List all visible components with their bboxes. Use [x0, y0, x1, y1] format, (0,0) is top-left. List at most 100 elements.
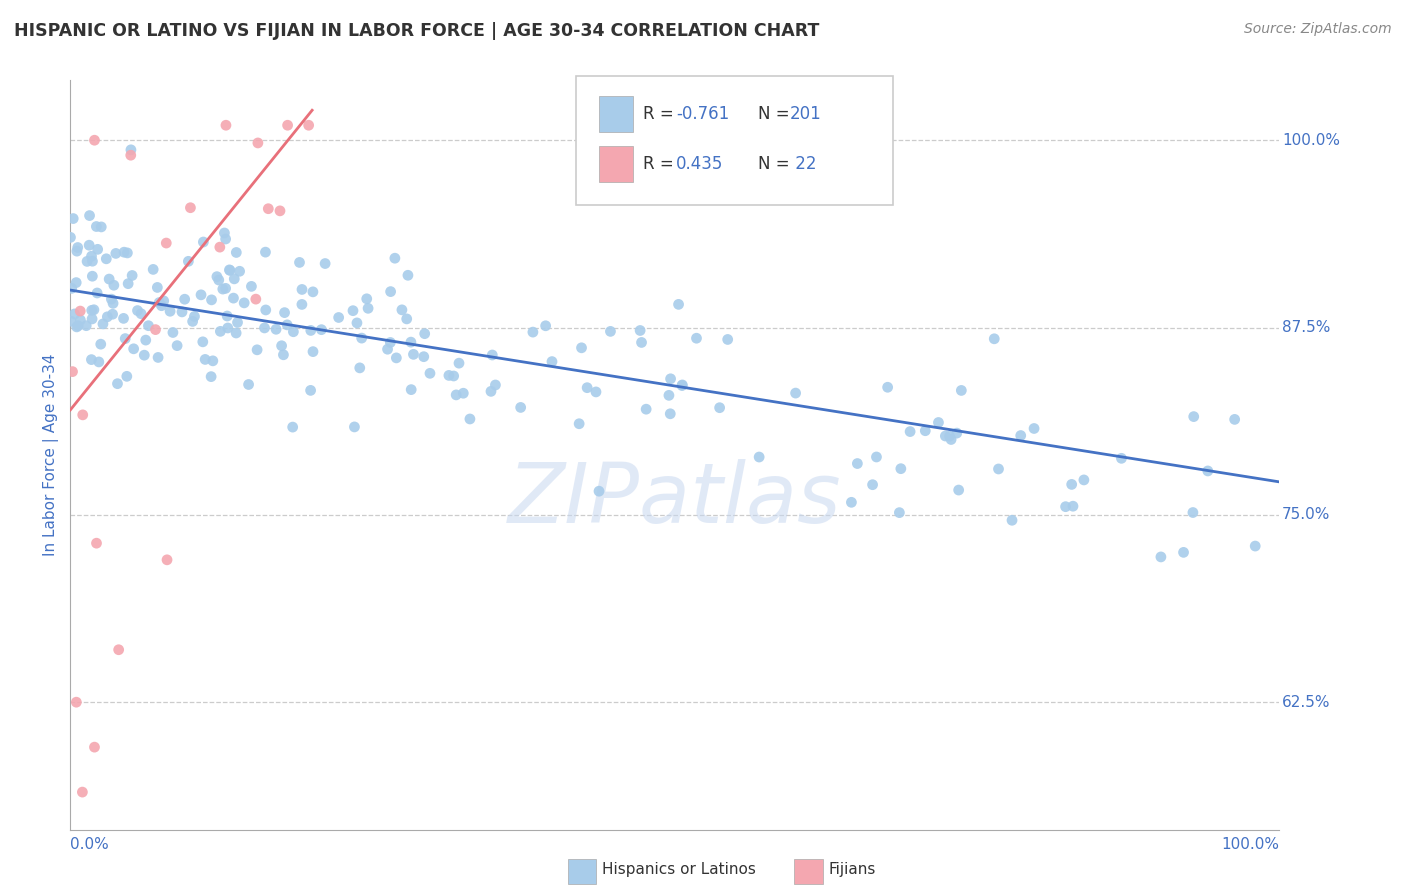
Point: [1244, 539, 1267, 553]
Point: [107, 642, 129, 657]
Point: [83, 133, 105, 147]
Point: [1054, 500, 1077, 514]
Point: [571, 341, 593, 355]
Point: [636, 402, 658, 417]
Point: [534, 318, 557, 333]
Point: [668, 297, 690, 311]
Point: [190, 288, 212, 302]
Point: [785, 386, 807, 401]
Point: [253, 321, 276, 335]
Point: [60, 281, 83, 295]
Point: [419, 367, 441, 381]
Point: [269, 203, 291, 218]
Point: [479, 384, 502, 399]
Point: [484, 378, 506, 392]
Point: [939, 433, 962, 447]
Point: [59, 314, 82, 328]
Point: [298, 118, 321, 132]
Point: [225, 326, 247, 340]
Point: [399, 335, 422, 350]
Text: 22: 22: [790, 155, 817, 173]
Point: [200, 293, 222, 307]
Point: [356, 292, 378, 306]
Point: [350, 331, 373, 345]
Y-axis label: In Labor Force | Age 30-34: In Labor Force | Age 30-34: [44, 353, 59, 557]
Point: [246, 343, 269, 357]
Point: [283, 325, 305, 339]
Point: [671, 378, 693, 392]
Point: [1150, 549, 1173, 564]
Point: [273, 305, 295, 319]
Text: 0.0%: 0.0%: [70, 837, 110, 852]
Point: [80, 303, 103, 318]
Point: [79, 209, 101, 223]
Point: [948, 483, 970, 497]
Point: [402, 347, 425, 361]
Text: HISPANIC OR LATINO VS FIJIAN IN LABOR FORCE | AGE 30-34 CORRELATION CHART: HISPANIC OR LATINO VS FIJIAN IN LABOR FO…: [14, 22, 820, 40]
Point: [146, 351, 169, 365]
Point: [86, 285, 108, 300]
Point: [62, 365, 84, 379]
Point: [658, 388, 681, 402]
Point: [65, 695, 87, 709]
Point: [205, 269, 228, 284]
Point: [270, 339, 292, 353]
Point: [233, 296, 256, 310]
Point: [630, 335, 652, 350]
Point: [1173, 545, 1195, 559]
Point: [121, 268, 143, 283]
Text: 201: 201: [790, 105, 823, 123]
Point: [100, 292, 122, 306]
Point: [96, 252, 118, 266]
Point: [599, 325, 621, 339]
Point: [264, 322, 287, 336]
Point: [245, 292, 267, 306]
Point: [444, 388, 467, 402]
Point: [299, 384, 322, 398]
Point: [215, 118, 238, 132]
Point: [413, 326, 436, 341]
Point: [80, 312, 103, 326]
Point: [135, 333, 157, 347]
Point: [217, 321, 239, 335]
Point: [357, 301, 380, 316]
Point: [127, 303, 149, 318]
Point: [1022, 421, 1045, 435]
Point: [145, 323, 167, 337]
Point: [437, 368, 460, 383]
Point: [173, 292, 195, 306]
Text: 100.0%: 100.0%: [1222, 837, 1279, 852]
Point: [226, 315, 249, 329]
Text: N =: N =: [758, 155, 794, 173]
Point: [927, 416, 949, 430]
Point: [208, 273, 231, 287]
Point: [314, 256, 336, 270]
Point: [120, 148, 142, 162]
Point: [291, 297, 314, 311]
Point: [76, 254, 98, 268]
Point: [86, 243, 108, 257]
Point: [934, 429, 956, 443]
Point: [194, 352, 217, 367]
Point: [412, 350, 434, 364]
Point: [80, 352, 103, 367]
Text: ZIPatlas: ZIPatlas: [508, 459, 842, 541]
Point: [98, 272, 121, 286]
Text: N =: N =: [758, 105, 794, 123]
Point: [200, 369, 222, 384]
Point: [288, 255, 311, 269]
Point: [69, 313, 91, 327]
Point: [343, 420, 366, 434]
Point: [201, 354, 224, 368]
Point: [72, 408, 94, 422]
Text: 75.0%: 75.0%: [1282, 508, 1330, 523]
Point: [115, 369, 138, 384]
Point: [138, 318, 160, 333]
Point: [150, 299, 173, 313]
Point: [66, 244, 89, 259]
Point: [273, 348, 295, 362]
Point: [148, 295, 170, 310]
Point: [748, 450, 770, 464]
Point: [950, 384, 973, 398]
Point: [66, 319, 89, 334]
